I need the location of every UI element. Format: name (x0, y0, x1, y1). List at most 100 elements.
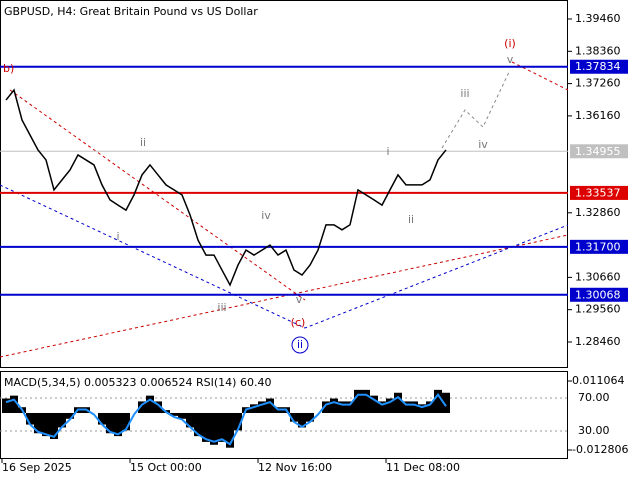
macd-bar (146, 395, 154, 413)
wave-label: ii (140, 136, 146, 149)
macd-bar (266, 398, 274, 413)
sub-frame (0, 371, 568, 459)
trend-line (9, 89, 306, 301)
level-box (570, 287, 628, 302)
macd-bar (202, 412, 210, 442)
macd-bar (378, 401, 386, 413)
macd-bar (210, 412, 218, 445)
macd-bar (178, 412, 186, 419)
main-frame (0, 0, 568, 368)
macd-bar (98, 412, 106, 425)
macd-bar (234, 412, 242, 431)
wave-label: ii (297, 338, 303, 351)
y2-tick-label: 70.00 (578, 391, 610, 404)
level-label: 1.33537 (575, 186, 621, 199)
y-tick-label: -0.012806 (572, 443, 628, 456)
x-tick-label: 16 Sep 2025 (2, 461, 72, 474)
macd-bar (138, 401, 146, 413)
sub-title: MACD(5,34,5) 0.005323 0.006524 RSI(14) 6… (4, 376, 271, 389)
y-tick-label: 1.39460 (575, 12, 621, 25)
macd-bar (362, 389, 370, 413)
level-box (570, 185, 628, 200)
y-tick-label: 0.011064 (572, 374, 625, 387)
y-tick-label: 1.28460 (575, 335, 621, 348)
wave-label: v (296, 293, 303, 306)
macd-bar (290, 412, 298, 422)
x-tick-label: 12 Nov 16:00 (258, 461, 332, 474)
wave-label: iii (217, 301, 226, 314)
macd-bar (370, 395, 378, 413)
wave-label: iii (460, 87, 469, 100)
y-tick-label: 1.37260 (575, 77, 621, 90)
x-tick-label: 15 Oct 00:00 (130, 461, 202, 474)
macd-bar (122, 412, 130, 431)
macd-bar (42, 412, 50, 437)
macd-bar (218, 412, 226, 442)
macd-bar (10, 395, 18, 413)
macd-bar (50, 412, 58, 440)
rsi-line (5, 393, 447, 446)
macd-bar (346, 401, 354, 413)
macd-bar (306, 412, 314, 422)
macd-bar (66, 412, 74, 419)
wave-label: iv (478, 138, 488, 151)
macd-bar (258, 401, 266, 413)
y-tick-label: 1.38360 (575, 44, 621, 57)
level-box (570, 59, 628, 74)
price-line (5, 88, 447, 287)
chart-title: GBPUSD, H4: Great Britain Pound vs US Do… (4, 5, 258, 18)
level-label: 1.30068 (575, 288, 621, 301)
wave-label: (i) (504, 37, 516, 50)
macd-bar (442, 392, 450, 413)
level-label: 1.37834 (575, 60, 621, 73)
macd-bar (114, 412, 122, 437)
y-tick-label: 1.32860 (575, 206, 621, 219)
macd-bar (154, 401, 162, 413)
macd-bar (354, 389, 362, 413)
y-tick-label: 1.36160 (575, 109, 621, 122)
wave-circle (291, 336, 309, 354)
projection-line (441, 69, 511, 149)
macd-bar (34, 412, 42, 434)
wave-label: v (507, 53, 514, 66)
trend-line (511, 61, 569, 91)
x-tick-label: 11 Dec 08:00 (386, 461, 460, 474)
wave-label: iv (261, 209, 271, 222)
trend-line (0, 234, 569, 358)
macd-bar (434, 389, 442, 413)
level-box (570, 144, 628, 159)
macd-bar (298, 412, 306, 428)
wave-label: i (386, 145, 389, 158)
macd-bar (402, 401, 410, 413)
y-tick-label: 1.30660 (575, 270, 621, 283)
macd-bar (394, 392, 402, 413)
macd-bar (170, 412, 178, 416)
y2-tick-label: 30.00 (578, 424, 610, 437)
y-tick-label: 1.29560 (575, 303, 621, 316)
level-label: 1.31700 (575, 240, 621, 253)
macd-bar (322, 401, 330, 413)
macd-bar (106, 412, 114, 434)
trend-line (0, 184, 569, 329)
macd-bar (418, 404, 426, 413)
level-box (570, 239, 628, 254)
macd-bar (386, 398, 394, 413)
macd-bar (186, 412, 194, 428)
macd-bar (58, 412, 66, 428)
level-label: 1.34955 (575, 145, 621, 158)
macd-bar (26, 412, 34, 425)
wave-label: b) (3, 62, 14, 75)
macd-bar (338, 401, 346, 413)
macd-bar (2, 398, 10, 413)
macd-bar (410, 401, 418, 413)
macd-bar (250, 404, 258, 413)
macd-bar (226, 412, 234, 448)
macd-bar (426, 401, 434, 413)
macd-bar (194, 412, 202, 437)
wave-label: i (116, 230, 119, 243)
macd-bar (330, 398, 338, 413)
wave-label: (c) (291, 316, 306, 329)
wave-label: ii (408, 213, 414, 226)
